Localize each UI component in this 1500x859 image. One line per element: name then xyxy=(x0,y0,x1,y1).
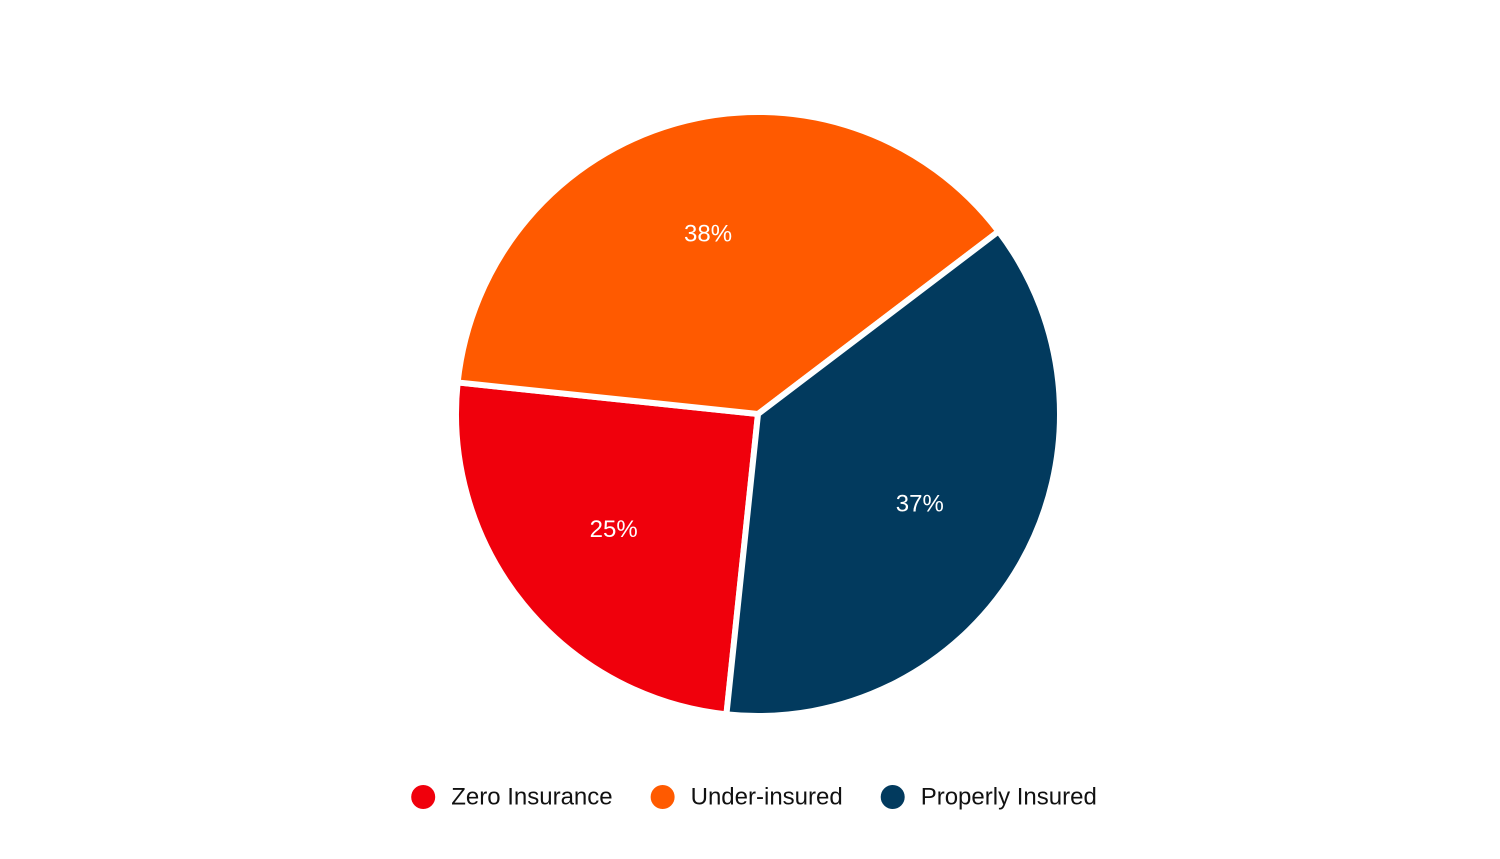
pie-slice xyxy=(723,228,1063,719)
slice-label: 25% xyxy=(590,516,638,543)
pie-slice xyxy=(453,379,761,718)
legend-marker xyxy=(880,785,905,809)
legend: Zero Insurance Under-insured Properly Insu… xyxy=(411,783,1097,810)
legend-label: Properly Insured xyxy=(921,783,1097,810)
slice-label: 38% xyxy=(684,220,732,247)
slice-label: 37% xyxy=(896,491,944,518)
legend-marker xyxy=(411,785,436,809)
legend-label: Zero Insurance xyxy=(451,783,612,810)
legend-marker xyxy=(650,785,675,809)
legend-label: Under-insured xyxy=(691,783,843,810)
pie-slice xyxy=(454,109,1002,417)
